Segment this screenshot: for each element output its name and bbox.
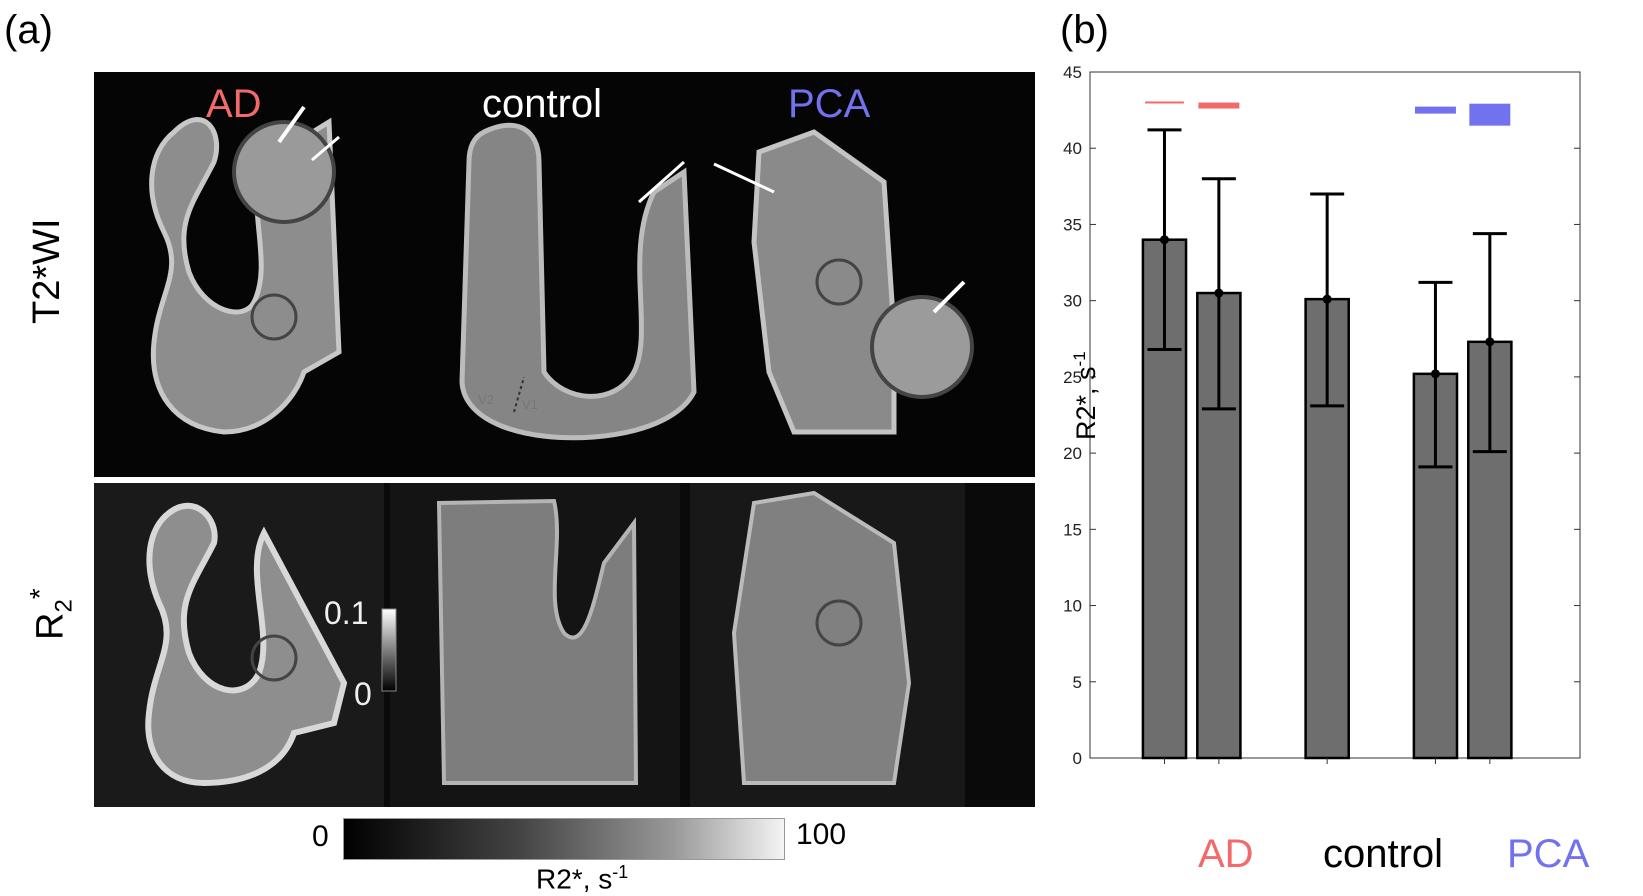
bar [1304,297,1350,760]
inset-scale-max: 0.1 [324,595,369,631]
y-tick-label: 30 [1063,292,1082,311]
y-tick-label: 35 [1063,215,1082,234]
control-r2-tissue [436,498,639,785]
significance-marker [1414,106,1456,114]
row-title-t2wi: T2*WI [26,218,68,324]
colorbar-title-main: R2*, s [536,863,613,895]
y-tick-label: 40 [1063,139,1082,158]
chart-ylabel-main: R2*, s [1071,366,1101,440]
colorbar-min-label: 0 [312,820,329,853]
r2star-colorbar [343,818,785,860]
t2-weighted-row: AD control PCA V2 V1 [94,72,1035,477]
significance-marker [1198,102,1240,109]
v1-label: V1 [522,397,538,412]
y-tick-label: 25 [1063,368,1082,387]
arrow-icon [277,105,306,144]
panel-b-label: (b) [1060,8,1109,52]
row-title-r2star-sub: 2 [50,599,78,613]
control-t2-tissue [459,122,697,441]
inset-colorbar [381,608,397,692]
significance-marker [1469,103,1511,126]
mean-marker [1322,294,1332,304]
mean-marker [1214,288,1224,298]
v1-v2-boundary [513,376,525,413]
y-tick-label: 20 [1063,444,1082,463]
colorbar-title-sup: -1 [612,862,629,882]
chart-ylabel-sup: -1 [1070,351,1089,367]
mean-marker [1159,235,1169,245]
arrow-icon-4 [713,162,775,194]
arrow-icon-2 [311,135,340,162]
row-title-r2star: R2* [24,588,78,640]
r2star-bar-chart: 0 5 10 15 20 25 30 35 40 45 [1063,63,1581,768]
col-title-pca: PCA [788,82,871,126]
group-label-ad: AD [1198,832,1254,876]
arrow-icon-5 [932,280,966,314]
arrow-icon-3 [638,160,685,204]
chart-ylabel: R2*, s-1 [1070,351,1102,440]
pca-r2-roi [815,599,863,647]
mean-marker [1430,369,1440,379]
y-tick-label: 45 [1063,63,1082,82]
y-tick-label: 5 [1073,673,1082,692]
panel-a-label: (a) [4,8,53,52]
mri-image-grid: AD control PCA V2 V1 0.1 0 [94,72,1035,807]
y-tick-label: 15 [1063,520,1082,539]
colorbar-title: R2*, s-1 [536,862,628,895]
ad-inset-circle [232,120,336,224]
ad-roi-circle [250,293,298,341]
col-title-control: control [482,82,603,126]
col-title-ad: AD [206,82,262,126]
v2-label: V2 [478,392,494,407]
mean-marker [1485,337,1495,347]
y-tick-label: 10 [1063,597,1082,616]
ad-r2-tissue [145,502,348,787]
pca-roi-circle [815,258,863,306]
y-tick-label: 0 [1073,749,1082,768]
t2-weighted-images [149,105,974,441]
group-label-pca: PCA [1507,832,1590,876]
r2star-maps [94,483,965,807]
r2star-row: 0.1 0 [94,483,1035,807]
pca-t2-tissue [751,129,897,435]
pca-inset-circle [870,295,974,399]
ad-r2-roi [250,634,298,682]
row-title-r2star-sup: * [24,588,55,600]
significance-marker [1145,101,1184,104]
inset-scale-min: 0 [354,676,372,712]
group-label-control: control [1323,832,1444,876]
colorbar-max-label: 100 [796,818,847,851]
row-title-r2star-main: R [29,612,72,640]
